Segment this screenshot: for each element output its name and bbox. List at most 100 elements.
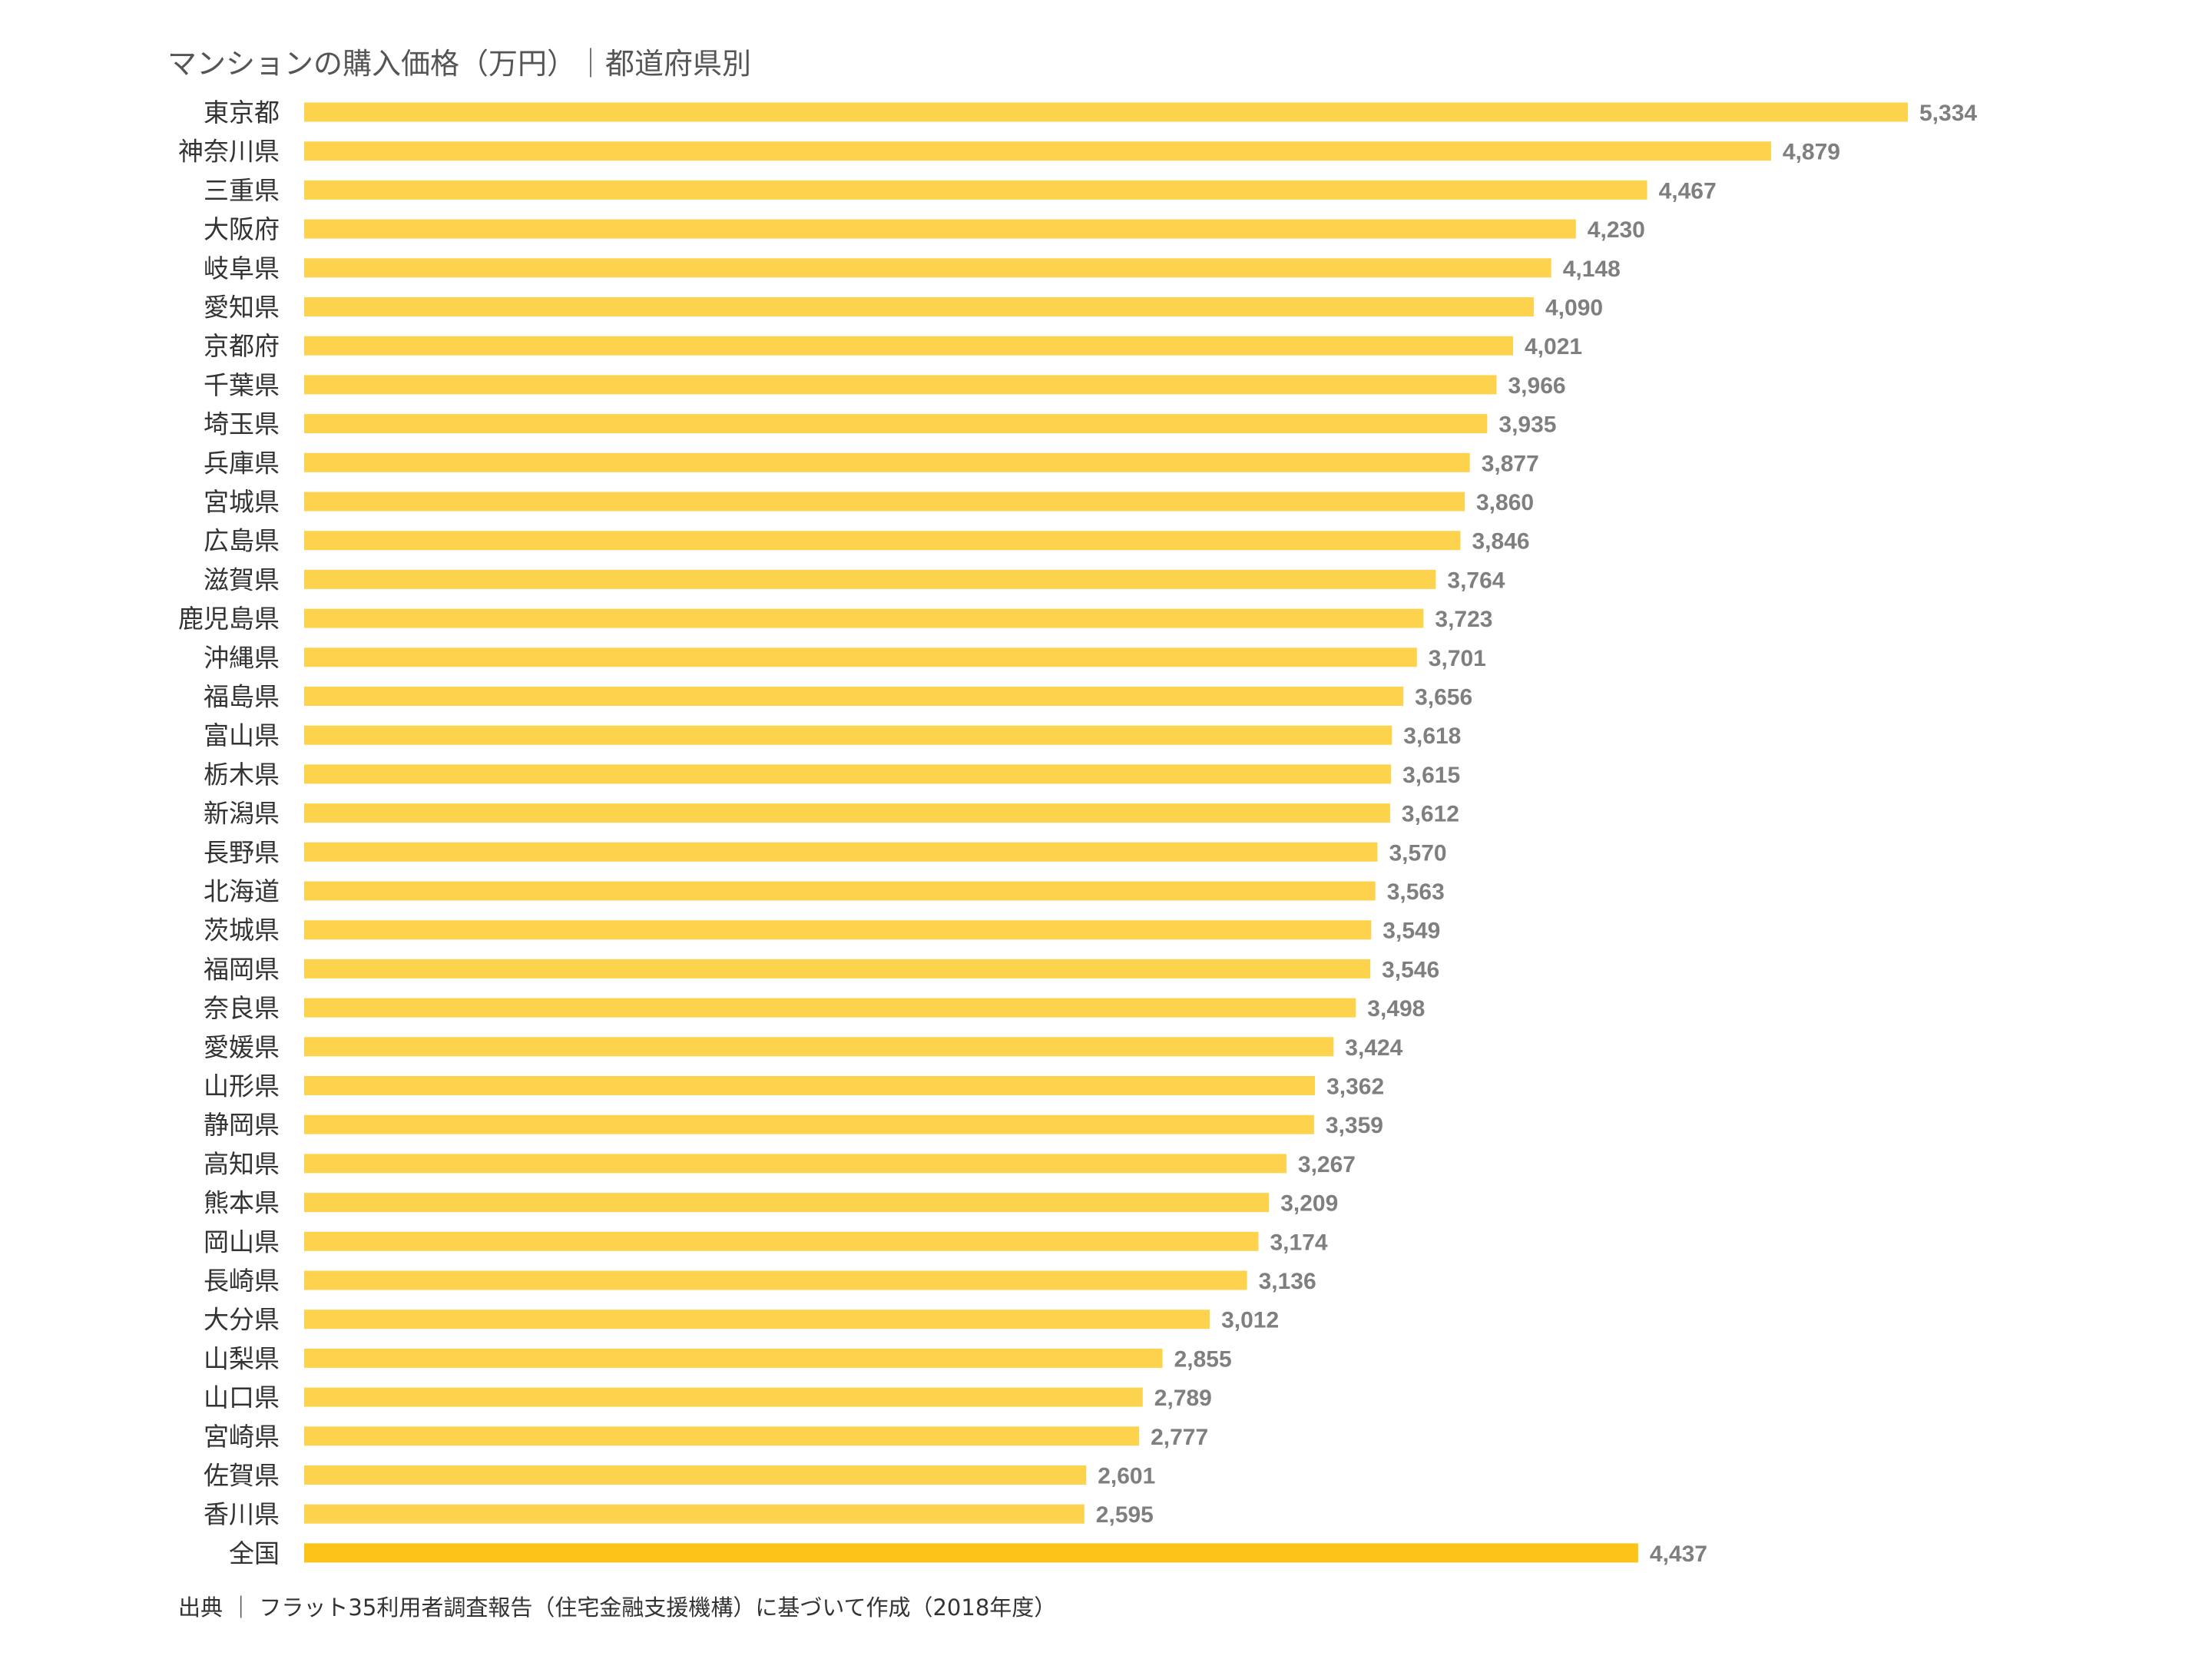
category-label-34: 山口県: [204, 1382, 280, 1412]
category-label-14: 鹿児島県: [178, 604, 280, 634]
category-label-10: 兵庫県: [204, 448, 280, 478]
category-label-29: 熊本県: [204, 1188, 280, 1218]
value-label-24: 3,498: [1367, 996, 1425, 1022]
bar-9: [304, 414, 1488, 434]
bar-38: [304, 1543, 1638, 1563]
value-label-33: 2,855: [1174, 1346, 1232, 1372]
bar-18: [304, 764, 1392, 784]
category-label-12: 広島県: [204, 526, 280, 556]
category-label-11: 宮城県: [204, 487, 280, 517]
bar-32: [304, 1310, 1210, 1330]
category-label-21: 北海道: [204, 876, 280, 906]
category-label-20: 長野県: [204, 837, 280, 867]
category-label-36: 佐賀県: [204, 1461, 280, 1491]
category-label-31: 長崎県: [204, 1266, 280, 1296]
value-label-2: 4,879: [1783, 140, 1840, 165]
bar-5: [304, 258, 1551, 278]
value-label-13: 3,764: [1447, 568, 1505, 593]
bar-26: [304, 1076, 1316, 1095]
category-label-38: 全国: [229, 1538, 280, 1568]
bar-37: [304, 1504, 1084, 1524]
value-label-37: 2,595: [1096, 1502, 1154, 1528]
category-label-27: 静岡県: [204, 1110, 280, 1140]
category-label-17: 富山県: [204, 720, 280, 750]
bar-2: [304, 141, 1771, 161]
bar-27: [304, 1114, 1314, 1134]
value-label-25: 3,424: [1345, 1035, 1402, 1061]
value-label-21: 3,563: [1387, 879, 1445, 905]
bar-31: [304, 1270, 1247, 1290]
value-label-34: 2,789: [1154, 1386, 1212, 1411]
value-label-7: 4,021: [1525, 334, 1582, 359]
bar-6: [304, 297, 1534, 316]
value-label-36: 2,601: [1098, 1464, 1155, 1489]
bar-19: [304, 803, 1390, 823]
value-label-29: 3,209: [1280, 1191, 1338, 1217]
category-label-6: 愛知県: [204, 293, 280, 323]
bar-24: [304, 998, 1356, 1018]
category-label-25: 愛媛県: [204, 1032, 280, 1062]
category-label-19: 新潟県: [204, 799, 280, 829]
value-label-31: 3,136: [1259, 1269, 1316, 1294]
category-label-24: 奈良県: [204, 993, 280, 1023]
bar-8: [304, 375, 1497, 395]
category-label-9: 埼玉県: [204, 409, 280, 439]
bar-29: [304, 1193, 1270, 1213]
category-label-35: 宮崎県: [204, 1422, 280, 1452]
bar-22: [304, 920, 1372, 940]
category-label-2: 神奈川県: [178, 137, 280, 167]
bar-3: [304, 180, 1647, 200]
value-label-18: 3,615: [1402, 763, 1460, 788]
bar-36: [304, 1465, 1087, 1485]
bar-33: [304, 1348, 1163, 1368]
bar-28: [304, 1154, 1286, 1174]
value-label-19: 3,612: [1402, 802, 1459, 827]
value-label-9: 3,935: [1498, 412, 1556, 438]
bar-35: [304, 1426, 1140, 1446]
category-label-22: 茨城県: [204, 916, 280, 945]
category-label-33: 山梨県: [204, 1343, 280, 1373]
bar-12: [304, 531, 1461, 551]
category-label-23: 福岡県: [204, 954, 280, 984]
source-note: 出典 ｜ フラット35利用者調査報告（住宅金融支援機構）に基づいて作成（2018…: [178, 1594, 1057, 1621]
value-label-1: 5,334: [1919, 101, 1977, 126]
value-label-16: 3,656: [1415, 685, 1472, 710]
category-label-37: 香川県: [204, 1499, 280, 1529]
value-label-20: 3,570: [1389, 840, 1447, 866]
value-label-28: 3,267: [1298, 1152, 1356, 1177]
value-label-10: 3,877: [1482, 451, 1539, 476]
bar-23: [304, 959, 1371, 979]
bar-13: [304, 569, 1436, 589]
value-label-22: 3,549: [1382, 919, 1440, 944]
category-label-13: 滋賀県: [204, 565, 280, 594]
bar-15: [304, 647, 1417, 667]
category-label-26: 山形県: [204, 1071, 280, 1101]
value-label-38: 4,437: [1650, 1541, 1707, 1567]
value-label-8: 3,966: [1508, 373, 1566, 399]
value-label-32: 3,012: [1221, 1308, 1279, 1333]
bar-25: [304, 1037, 1334, 1057]
chart-title: マンションの購入価格（万円）｜都道府県別: [167, 47, 752, 81]
category-label-5: 岐阜県: [204, 253, 280, 283]
bar-10: [304, 452, 1470, 472]
value-label-26: 3,362: [1326, 1075, 1384, 1100]
value-label-11: 3,860: [1476, 490, 1534, 515]
bar-14: [304, 608, 1424, 628]
value-label-6: 4,090: [1545, 296, 1603, 321]
value-label-27: 3,359: [1326, 1113, 1383, 1138]
value-label-5: 4,148: [1563, 257, 1621, 282]
bar-21: [304, 881, 1376, 901]
value-label-4: 4,230: [1588, 217, 1645, 243]
bar-4: [304, 219, 1576, 239]
category-label-1: 東京都: [204, 98, 280, 127]
bar-1: [304, 102, 1908, 122]
category-label-8: 千葉県: [204, 370, 280, 400]
bar-11: [304, 492, 1465, 512]
category-label-7: 京都府: [204, 331, 280, 361]
bar-7: [304, 336, 1513, 356]
category-label-15: 沖縄県: [204, 643, 280, 673]
category-label-3: 三重県: [204, 175, 280, 205]
category-label-16: 福島県: [204, 682, 280, 712]
value-label-17: 3,618: [1403, 724, 1461, 749]
